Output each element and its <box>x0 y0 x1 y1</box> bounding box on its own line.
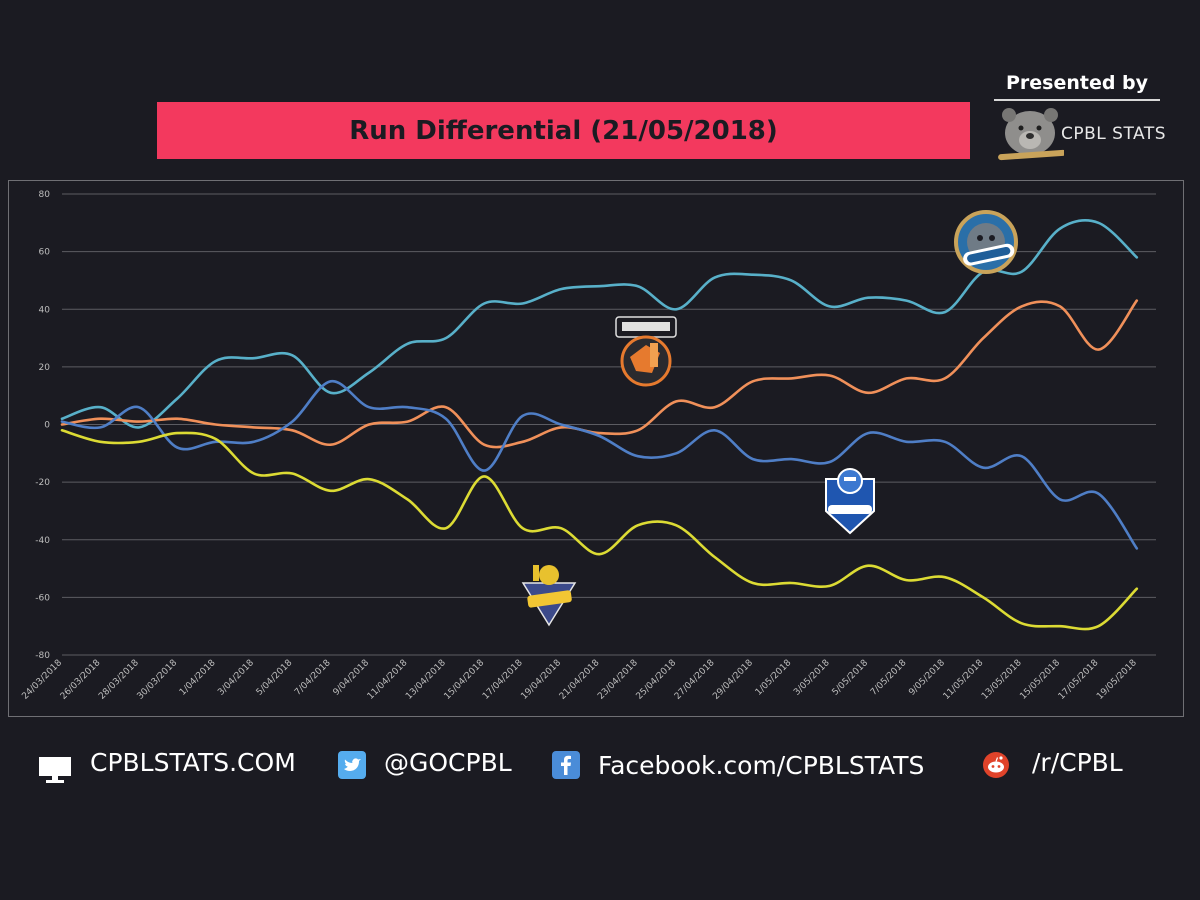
reddit-link[interactable]: /r/CPBL <box>1032 748 1123 777</box>
x-tick-label: 13/04/2018 <box>404 658 448 702</box>
bear-logo-icon <box>998 108 1064 161</box>
x-tick-label: 5/05/2018 <box>831 658 871 698</box>
x-tick-label: 25/04/2018 <box>635 658 679 702</box>
x-tick-label: 7/05/2018 <box>869 658 909 698</box>
y-tick-label: 20 <box>39 363 51 373</box>
x-tick-label: 7/04/2018 <box>293 658 333 698</box>
x-tick-label: 13/05/2018 <box>980 658 1024 702</box>
brand-name: CPBL STATS <box>1061 124 1166 144</box>
series-line-0 <box>60 219 1139 429</box>
brothers-logo <box>521 565 577 627</box>
facebook-icon <box>552 751 580 779</box>
unilions-logo <box>615 316 677 387</box>
y-tick-label: 80 <box>39 190 51 200</box>
x-tick-label: 29/04/2018 <box>711 658 755 702</box>
x-tick-label: 19/05/2018 <box>1095 658 1139 702</box>
x-tick-label: 1/05/2018 <box>754 658 794 698</box>
x-tick-label: 24/03/2018 <box>20 658 64 702</box>
y-tick-label: 60 <box>39 248 51 258</box>
facebook-link[interactable]: Facebook.com/CPBLSTATS <box>598 751 925 780</box>
line-chart: 80 60 40 20 0 -20 -40 -60 -80 24/03/201826/03/20… <box>20 190 1156 702</box>
x-tick-label: 15/05/2018 <box>1018 658 1062 702</box>
series-line-3 <box>60 429 1139 631</box>
x-tick-label: 17/04/2018 <box>481 658 525 702</box>
y-tick-label: -80 <box>35 651 50 661</box>
title-banner: Run Differential (21/05/2018) <box>157 102 970 159</box>
x-tick-label: 5/04/2018 <box>255 658 295 698</box>
y-tick-label: -60 <box>35 593 50 603</box>
x-tick-label: 11/05/2018 <box>942 658 986 702</box>
y-tick-label: 0 <box>44 421 50 431</box>
y-tick-label: 40 <box>39 305 51 315</box>
x-tick-label: 11/04/2018 <box>366 658 410 702</box>
x-tick-label: 19/04/2018 <box>519 658 563 702</box>
chart-frame: 80 60 40 20 0 -20 -40 -60 -80 24/03/2018 26/03/20… <box>8 180 1184 717</box>
twitter-handle[interactable]: @GOCPBL <box>384 748 512 777</box>
chart-title: Run Differential (21/05/2018) <box>349 115 778 146</box>
x-tick-label: 3/05/2018 <box>792 658 832 698</box>
x-tick-label: 21/04/2018 <box>558 658 602 702</box>
x-tick-label: 23/04/2018 <box>596 658 640 702</box>
presented-by-label: Presented by <box>994 72 1160 101</box>
twitter-icon <box>338 751 366 779</box>
x-tick-label: 26/03/2018 <box>59 658 103 702</box>
x-tick-label: 17/05/2018 <box>1057 658 1101 702</box>
x-tick-label: 3/04/2018 <box>216 658 256 698</box>
series-line-2 <box>60 379 1139 550</box>
cpbl-stats-brand: CPBL STATS <box>994 106 1174 164</box>
x-tick-label: 9/04/2018 <box>332 658 372 698</box>
x-tick-label: 30/03/2018 <box>136 658 180 702</box>
x-tick-label: 1/04/2018 <box>178 658 218 698</box>
x-tick-label: 15/04/2018 <box>443 658 487 702</box>
x-tick-label: 27/04/2018 <box>673 658 717 702</box>
guardians-logo <box>825 468 875 535</box>
lamigo-monkeys-logo <box>954 210 1018 274</box>
x-tick-label: 28/03/2018 <box>97 658 141 702</box>
monitor-icon <box>39 757 71 783</box>
footer: CPBLSTATS.COM @GOCPBL Facebook.com/CPBLS… <box>0 738 1200 794</box>
reddit-icon <box>983 752 1009 778</box>
website-link[interactable]: CPBLSTATS.COM <box>90 748 296 777</box>
x-tick-label: 9/05/2018 <box>907 658 947 698</box>
series-line-1 <box>60 299 1139 449</box>
y-tick-label: -40 <box>35 536 50 546</box>
y-tick-label: -20 <box>35 478 50 488</box>
